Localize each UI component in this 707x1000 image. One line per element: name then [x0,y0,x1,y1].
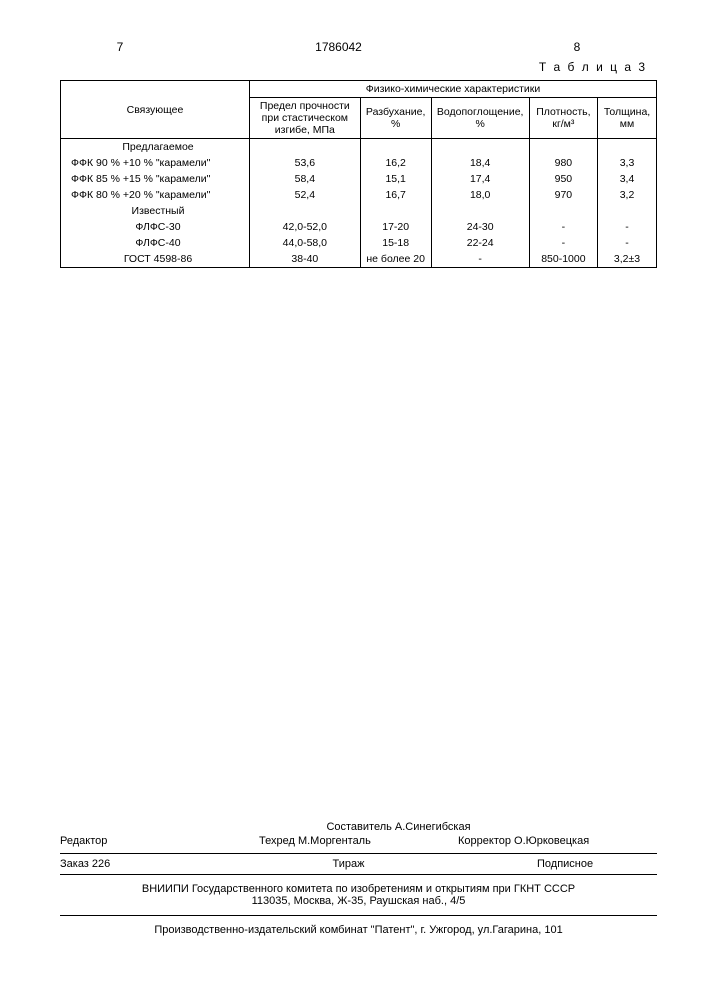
col-strength: Предел прочности при стастическом изгибе… [250,98,361,139]
tirage: Тираж [160,858,537,870]
table-row: ФЛФС-30 42,0-52,0 17-20 24-30 - - [61,219,657,235]
corrector: Корректор О.Юрковецкая [458,835,657,847]
data-table: Связующее Физико-химические характеристи… [60,80,657,268]
col-binder: Связующее [61,81,250,139]
footer-credits: Редактор Техред М.Моргенталь Корректор О… [60,833,657,849]
section-label: Предлагаемое [61,139,250,156]
editor-label: Редактор [60,835,259,847]
tehred: Техред М.Моргенталь [259,835,458,847]
doc-number: 1786042 [180,40,497,54]
table-row: ФЛФС-40 44,0-58,0 15-18 22-24 - - [61,235,657,251]
table-row: Известный [61,203,657,219]
col-group: Физико-химические характеристики [250,81,657,98]
table-row: ГОСТ 4598-86 38-40 не более 20 - 850-100… [61,251,657,268]
footer: Составитель А.Синегибская Редактор Техре… [60,821,657,940]
col-density: Плотность, кг/м³ [529,98,597,139]
org-line2: 113035, Москва, Ж-35, Раушская наб., 4/5 [60,895,657,907]
table-row: Предлагаемое [61,139,657,156]
org-line1: ВНИИПИ Государственного комитета по изоб… [60,883,657,895]
col-waterabs: Водопоглощение, % [431,98,529,139]
table-caption: Т а б л и ц а 3 [60,60,657,74]
page-num-right: 8 [497,40,657,54]
compiler: Составитель А.Синегибская [60,821,657,833]
table-row: ФФК 85 % +15 % "карамели" 58,4 15,1 17,4… [61,171,657,187]
section-label: Известный [61,203,250,219]
producer: Производственно-издательский комбинат "П… [60,920,657,940]
table-row: ФФК 90 % +10 % "карамели" 53,6 16,2 18,4… [61,155,657,171]
order: Заказ 226 [60,858,160,870]
footer-order-row: Заказ 226 Тираж Подписное [60,858,657,870]
page-header: 7 1786042 8 [60,40,657,54]
page-num-left: 7 [60,40,180,54]
col-thickness: Толщина, мм [598,98,657,139]
table-row: ФФК 80 % +20 % "карамели" 52,4 16,7 18,0… [61,187,657,203]
subscribe: Подписное [537,858,657,870]
col-swelling: Разбухание, % [360,98,431,139]
